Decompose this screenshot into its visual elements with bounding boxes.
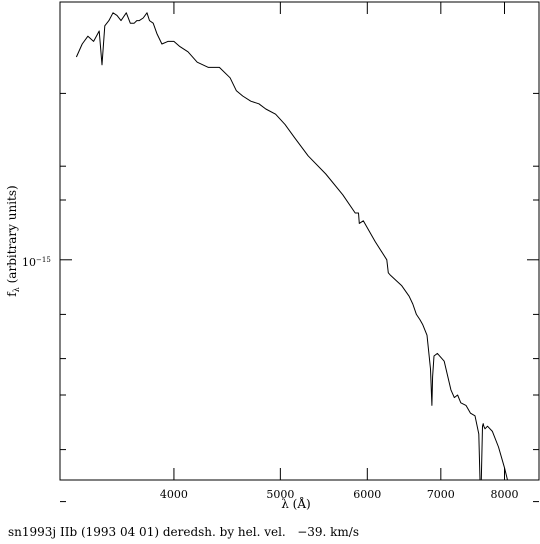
- x-tick-label: 4000: [160, 488, 188, 501]
- y-axis-ticks: [60, 92, 539, 503]
- x-tick-label: 7000: [427, 488, 455, 501]
- x-tick-label: 8000: [491, 488, 519, 501]
- x-axis-ticks: [173, 2, 506, 480]
- x-tick-labels: 4000 5000 6000 7000 8000: [160, 488, 519, 501]
- chart: 4000 5000 6000 7000 8000 10−15 λ (Å) fλ (arb…: [5, 1, 540, 511]
- x-tick-label: 5000: [266, 488, 294, 501]
- x-axis-label: λ (Å): [281, 496, 310, 511]
- y-tick-label: 10−15: [22, 256, 51, 269]
- spectrum-line: [75, 12, 514, 481]
- x-tick-label: 6000: [353, 488, 381, 501]
- y-axis-label: fλ (arbitrary units): [5, 185, 21, 296]
- series-group: [75, 12, 514, 481]
- figure-caption: sn1993j IIb (1993 04 01) deredsh. by hel…: [8, 525, 359, 539]
- plot-frame: [59, 1, 540, 481]
